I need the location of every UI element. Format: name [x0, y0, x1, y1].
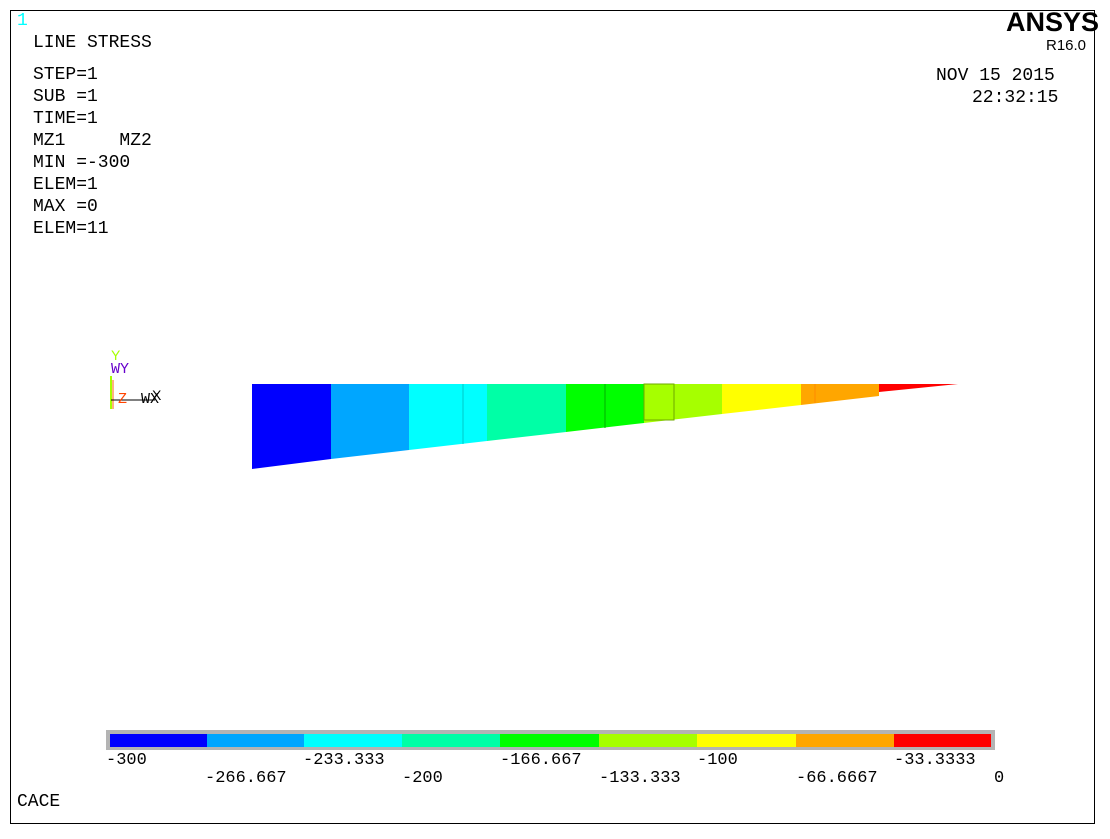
legend-label-top-1: -300	[106, 751, 147, 770]
legend-band-6	[599, 734, 697, 747]
contour-legend	[106, 730, 995, 750]
window-number: 1	[17, 11, 28, 31]
info-step: STEP=1	[33, 65, 98, 85]
legend-label-top-3: -166.667	[500, 751, 582, 770]
legend-label-bottom-2: -200	[402, 769, 443, 788]
plot-title: LINE STRESS	[33, 33, 152, 53]
stress-segment-4	[487, 384, 566, 441]
info-max-elem: ELEM=11	[33, 219, 109, 239]
legend-band-3	[304, 734, 402, 747]
info-mz: MZ1 MZ2	[33, 131, 152, 151]
stress-segment-8	[801, 384, 879, 405]
legend-label-top-2: -233.333	[303, 751, 385, 770]
stress-segment-1	[252, 384, 331, 469]
legend-label-top-4: -100	[697, 751, 738, 770]
date-label: NOV 15 2015	[936, 66, 1055, 86]
version-label: R16.0	[1046, 37, 1087, 54]
stress-segment-7	[722, 384, 801, 414]
info-min-elem: ELEM=1	[33, 175, 98, 195]
legend-band-8	[796, 734, 894, 747]
triad-wx-label: WX	[141, 391, 159, 408]
time-label: 22:32:15	[972, 88, 1059, 108]
coordinate-triad: Y WY Z WX X	[110, 347, 162, 409]
legend-label-bottom-3: -133.333	[599, 769, 681, 788]
legend-label-top-5: -33.3333	[894, 751, 976, 770]
triad-wy-label: WY	[111, 361, 129, 378]
stress-segment-2	[331, 384, 409, 459]
info-sub: SUB =1	[33, 87, 98, 107]
stress-segment-3	[409, 384, 487, 450]
info-min: MIN =-300	[33, 153, 131, 173]
legend-band-7	[697, 734, 796, 747]
stress-segment-6-divider	[643, 383, 675, 421]
bottom-label: CACE	[17, 792, 61, 812]
stress-segment-6	[644, 384, 722, 423]
stress-diagram	[252, 383, 958, 469]
legend-label-bottom-1: -266.667	[205, 769, 287, 788]
legend-band-1	[110, 734, 207, 747]
stress-segment-9	[879, 384, 958, 392]
info-time: TIME=1	[33, 109, 98, 129]
ansys-logo: ANSYS	[1006, 7, 1100, 37]
legend-band-2	[207, 734, 304, 747]
triad-y-label: Y	[111, 347, 121, 363]
triad-x-label: X	[152, 387, 162, 403]
legend-band-4	[402, 734, 500, 747]
triad-z-label: Z	[118, 391, 127, 408]
legend-band-5	[500, 734, 599, 747]
legend-band-9	[894, 734, 991, 747]
legend-label-bottom-4: -66.6667	[796, 769, 878, 788]
legend-label-bottom-5: 0	[994, 769, 1005, 788]
info-max: MAX =0	[33, 197, 98, 217]
